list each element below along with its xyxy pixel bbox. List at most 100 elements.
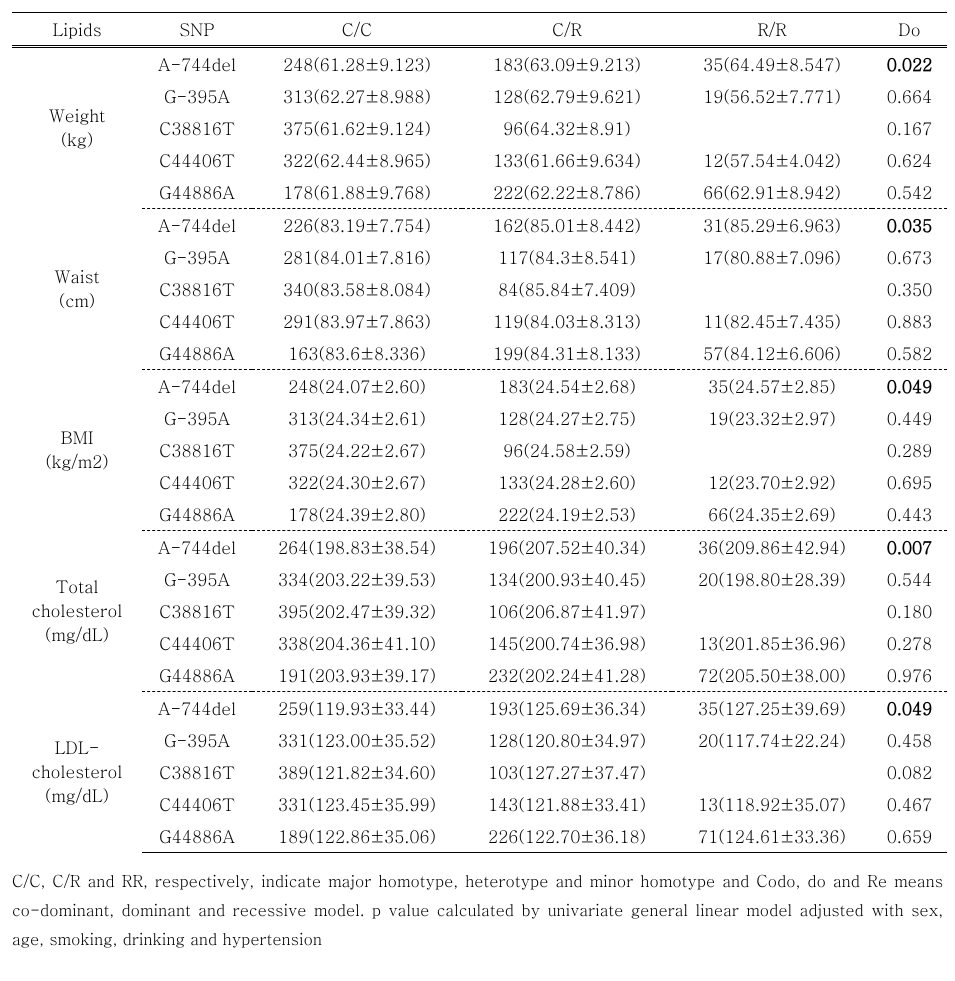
snp-cell: G44886A — [142, 659, 252, 692]
cc-cell: 334(203.22±39.53) — [252, 563, 462, 595]
cr-cell: 128(120.80±34.97) — [462, 724, 672, 756]
cc-cell: 248(61.28±9.123) — [252, 47, 462, 81]
do-cell: 0.022 — [872, 47, 947, 81]
do-cell: 0.458 — [872, 724, 947, 756]
lipid-label: BMI(kg/m2) — [12, 370, 142, 531]
cc-cell: 313(62.27±8.988) — [252, 80, 462, 112]
header-rr: R/R — [672, 13, 872, 47]
table-row: C38816T375(24.22±2.67)96(24.58±2.59)0.28… — [12, 434, 947, 466]
snp-cell: G44886A — [142, 337, 252, 370]
rr-cell: 72(205.50±38.00) — [672, 659, 872, 692]
table-row: C38816T340(83.58±8.084)84(85.84±7.409)0.… — [12, 273, 947, 305]
snp-cell: C44406T — [142, 466, 252, 498]
rr-cell: 35(64.49±8.547) — [672, 47, 872, 81]
do-cell: 0.278 — [872, 627, 947, 659]
cr-cell: 222(62.22±8.786) — [462, 176, 672, 209]
snp-cell: A-744del — [142, 47, 252, 81]
table-row: G-395A313(24.34±2.61)128(24.27±2.75)19(2… — [12, 402, 947, 434]
cr-cell: 143(121.88±33.41) — [462, 788, 672, 820]
rr-cell — [672, 434, 872, 466]
do-cell: 0.035 — [872, 209, 947, 242]
do-cell: 0.695 — [872, 466, 947, 498]
header-cr: C/R — [462, 13, 672, 47]
table-row: C44406T291(83.97±7.863)119(84.03±8.313)1… — [12, 305, 947, 337]
header-lipids: Lipids — [12, 13, 142, 47]
table-row: C44406T331(123.45±35.99)143(121.88±33.41… — [12, 788, 947, 820]
do-cell: 0.542 — [872, 176, 947, 209]
rr-cell — [672, 595, 872, 627]
snp-cell: G-395A — [142, 724, 252, 756]
cc-cell: 322(24.30±2.67) — [252, 466, 462, 498]
cc-cell: 331(123.45±35.99) — [252, 788, 462, 820]
cc-cell: 178(61.88±9.768) — [252, 176, 462, 209]
snp-cell: A-744del — [142, 209, 252, 242]
snp-cell: C44406T — [142, 305, 252, 337]
cc-cell: 331(123.00±35.52) — [252, 724, 462, 756]
rr-cell: 13(201.85±36.96) — [672, 627, 872, 659]
rr-cell: 35(24.57±2.85) — [672, 370, 872, 403]
cc-cell: 178(24.39±2.80) — [252, 498, 462, 531]
rr-cell: 17(80.88±7.096) — [672, 241, 872, 273]
cr-cell: 134(200.93±40.45) — [462, 563, 672, 595]
table-row: G-395A281(84.01±7.816)117(84.3±8.541)17(… — [12, 241, 947, 273]
snp-cell: G-395A — [142, 80, 252, 112]
cc-cell: 163(83.6±8.336) — [252, 337, 462, 370]
snp-cell: C38816T — [142, 434, 252, 466]
snp-cell: G44886A — [142, 176, 252, 209]
cr-cell: 133(61.66±9.634) — [462, 144, 672, 176]
table-row: C38816T389(121.82±34.60)103(127.27±37.47… — [12, 756, 947, 788]
cc-cell: 395(202.47±39.32) — [252, 595, 462, 627]
table-row: C44406T322(62.44±8.965)133(61.66±9.634)1… — [12, 144, 947, 176]
cr-cell: 103(127.27±37.47) — [462, 756, 672, 788]
snp-cell: A-744del — [142, 370, 252, 403]
rr-cell: 13(118.92±35.07) — [672, 788, 872, 820]
lipid-label: Waist(cm) — [12, 209, 142, 370]
cr-cell: 128(24.27±2.75) — [462, 402, 672, 434]
rr-cell: 12(23.70±2.92) — [672, 466, 872, 498]
rr-cell — [672, 273, 872, 305]
rr-cell: 57(84.12±6.606) — [672, 337, 872, 370]
snp-cell: A-744del — [142, 531, 252, 564]
snp-cell: A-744del — [142, 692, 252, 725]
do-cell: 0.082 — [872, 756, 947, 788]
snp-cell: C38816T — [142, 273, 252, 305]
do-cell: 0.167 — [872, 112, 947, 144]
cr-cell: 199(84.31±8.133) — [462, 337, 672, 370]
table-row: G-395A331(123.00±35.52)128(120.80±34.97)… — [12, 724, 947, 756]
cc-cell: 248(24.07±2.60) — [252, 370, 462, 403]
snp-lipids-table: Lipids SNP C/C C/R R/R Do Weight(kg)A-74… — [12, 12, 947, 853]
cr-cell: 119(84.03±8.313) — [462, 305, 672, 337]
do-cell: 0.449 — [872, 402, 947, 434]
table-caption: C/C, C/R and RR, respectively, indicate … — [12, 867, 943, 953]
header-cc: C/C — [252, 13, 462, 47]
do-cell: 0.976 — [872, 659, 947, 692]
table-row: Totalcholesterol(mg/dL)A-744del264(198.8… — [12, 531, 947, 564]
cr-cell: 222(24.19±2.53) — [462, 498, 672, 531]
cc-cell: 226(83.19±7.754) — [252, 209, 462, 242]
do-cell: 0.007 — [872, 531, 947, 564]
table-row: LDL-cholesterol(mg/dL)A-744del259(119.93… — [12, 692, 947, 725]
lipid-label: Totalcholesterol(mg/dL) — [12, 531, 142, 692]
rr-cell: 20(117.74±22.24) — [672, 724, 872, 756]
cr-cell: 133(24.28±2.60) — [462, 466, 672, 498]
cr-cell: 226(122.70±36.18) — [462, 820, 672, 853]
cr-cell: 193(125.69±36.34) — [462, 692, 672, 725]
cr-cell: 84(85.84±7.409) — [462, 273, 672, 305]
table-row: C38816T395(202.47±39.32)106(206.87±41.97… — [12, 595, 947, 627]
cc-cell: 389(121.82±34.60) — [252, 756, 462, 788]
do-cell: 0.443 — [872, 498, 947, 531]
lipid-label: LDL-cholesterol(mg/dL) — [12, 692, 142, 853]
snp-cell: C44406T — [142, 627, 252, 659]
do-cell: 0.582 — [872, 337, 947, 370]
table-row: G-395A313(62.27±8.988)128(62.79±9.621)19… — [12, 80, 947, 112]
rr-cell: 19(56.52±7.771) — [672, 80, 872, 112]
do-cell: 0.049 — [872, 370, 947, 403]
rr-cell: 31(85.29±6.963) — [672, 209, 872, 242]
cr-cell: 96(24.58±2.59) — [462, 434, 672, 466]
table-row: G-395A334(203.22±39.53)134(200.93±40.45)… — [12, 563, 947, 595]
rr-cell: 11(82.45±7.435) — [672, 305, 872, 337]
rr-cell: 19(23.32±2.97) — [672, 402, 872, 434]
snp-cell: C38816T — [142, 595, 252, 627]
rr-cell: 66(24.35±2.69) — [672, 498, 872, 531]
do-cell: 0.049 — [872, 692, 947, 725]
